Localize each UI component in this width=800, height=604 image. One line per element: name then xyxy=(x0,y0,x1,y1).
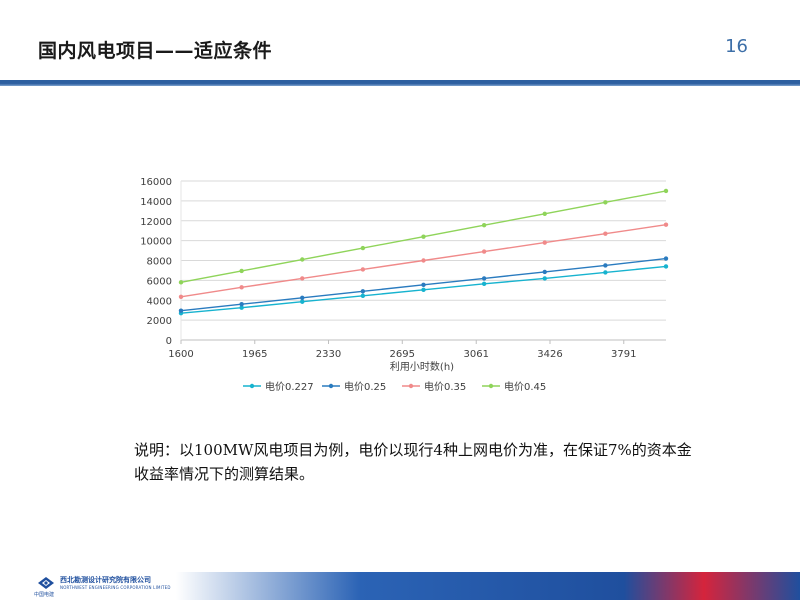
legend-item: 电价0.45 xyxy=(482,380,546,393)
data-point xyxy=(603,270,608,275)
data-point xyxy=(360,245,366,251)
footer-brand: 中国电建 xyxy=(34,592,55,598)
data-point xyxy=(360,293,366,298)
data-point xyxy=(360,267,366,272)
y-tick-labels: 0 2000 4000 6000 8000 10000 12000 14000 16000 xyxy=(140,177,172,347)
y-tick-label: 6000 xyxy=(147,276,172,287)
data-point xyxy=(421,234,426,239)
x-axis-label: 利用小时数(h) xyxy=(390,360,454,373)
x-tick-label: 3791 xyxy=(611,349,636,360)
data-point xyxy=(178,308,184,313)
x-tick-label: 1600 xyxy=(168,349,193,360)
footer-org-name: 西北勘测设计研究院有限公司 xyxy=(60,576,151,584)
data-point xyxy=(542,240,547,245)
footer-org-name-en: NORTHWEST ENGINEERING CORPORATION LIMITE… xyxy=(60,585,171,590)
data-point xyxy=(542,269,547,275)
data-point xyxy=(603,231,608,236)
legend-item: 电价0.35 xyxy=(402,380,466,393)
data-point xyxy=(300,276,305,281)
legend-item: 电价0.25 xyxy=(322,380,386,393)
data-point xyxy=(239,302,244,307)
data-point xyxy=(663,222,669,227)
data-point xyxy=(481,281,487,287)
legend-label: 电价0.227 xyxy=(265,380,314,393)
page-number: 16 xyxy=(725,36,748,57)
data-point xyxy=(300,295,305,300)
y-tick-label: 4000 xyxy=(147,296,172,307)
legend-marker xyxy=(328,383,334,389)
data-point xyxy=(178,294,184,299)
data-point xyxy=(239,305,244,310)
y-tick-label: 16000 xyxy=(140,177,172,188)
data-point xyxy=(421,282,426,288)
series-4 xyxy=(178,188,669,285)
series-lines xyxy=(178,188,669,316)
x-tick-label: 3061 xyxy=(464,349,489,360)
x-tick-label: 1965 xyxy=(242,349,267,360)
data-point xyxy=(481,276,487,281)
legend-label: 电价0.35 xyxy=(424,380,466,393)
legend: 电价0.227 电价0.25 电价0.35 电价0.45 xyxy=(243,380,546,393)
data-point xyxy=(603,200,608,205)
series-3 xyxy=(178,222,669,299)
legend-item: 电价0.227 xyxy=(243,380,314,393)
gridlines xyxy=(181,180,666,321)
x-tick-label: 3426 xyxy=(537,349,562,360)
data-point xyxy=(542,211,547,216)
y-tick-label: 8000 xyxy=(147,257,172,268)
data-point xyxy=(421,287,426,293)
legend-marker xyxy=(488,383,494,389)
y-tick-label: 2000 xyxy=(147,316,172,327)
data-point xyxy=(239,268,244,274)
data-point xyxy=(481,249,487,254)
data-point xyxy=(481,223,487,228)
legend-marker xyxy=(249,383,255,389)
data-point xyxy=(663,264,669,269)
y-tick-label: 0 xyxy=(166,336,172,347)
data-point xyxy=(663,188,669,194)
company-logo-icon xyxy=(38,577,54,589)
title-rule xyxy=(0,80,800,86)
legend-label: 电价0.45 xyxy=(504,380,546,393)
footer-bar xyxy=(0,572,800,600)
data-point xyxy=(300,257,305,262)
x-tick-labels: 1600 1965 2330 2695 3061 3426 3791 xyxy=(168,349,636,360)
y-tick-label: 10000 xyxy=(140,237,172,248)
caption-text: 说明：以100MW风电项目为例，电价以现行4种上网电价为准，在保证7%的资本金收… xyxy=(134,441,692,483)
data-point xyxy=(239,285,244,290)
data-point xyxy=(300,299,305,304)
data-point xyxy=(603,263,608,268)
x-tick-label: 2695 xyxy=(390,349,415,360)
legend-marker xyxy=(408,383,414,389)
x-tick-label: 2330 xyxy=(316,349,341,360)
series-2 xyxy=(178,256,669,313)
y-tick-label: 14000 xyxy=(140,197,172,208)
slide-title: 国内风电项目——适应条件 xyxy=(38,40,273,62)
data-point xyxy=(663,256,669,261)
y-tick-label: 12000 xyxy=(140,217,172,228)
data-point xyxy=(421,258,426,263)
data-point xyxy=(178,280,184,285)
data-point xyxy=(542,276,547,281)
series-1 xyxy=(178,264,669,316)
data-point xyxy=(360,289,366,294)
legend-label: 电价0.25 xyxy=(344,380,386,393)
